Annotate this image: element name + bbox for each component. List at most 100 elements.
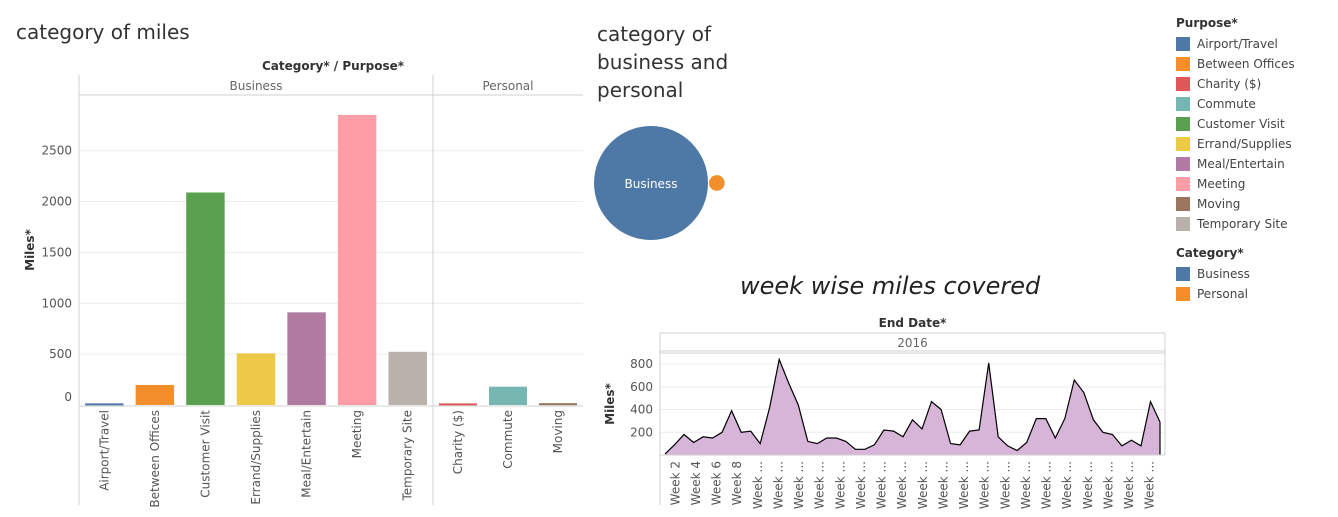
bar: [439, 403, 477, 406]
legend-swatch: [1176, 177, 1190, 191]
bubble-chart: Business: [594, 126, 725, 240]
legend-swatch: [1176, 217, 1190, 231]
legend-swatch: [1176, 97, 1190, 111]
legend-label: Charity ($): [1197, 77, 1262, 91]
x-tick-label: Week ...: [1143, 461, 1157, 509]
bar: [489, 386, 527, 405]
legend-label: Meal/Entertain: [1197, 157, 1285, 171]
y-tick-label: 800: [630, 357, 653, 371]
x-tick-label: Meeting: [350, 410, 364, 458]
bar-chart: Category* / Purpose* 0 500 1000 1500 2000 2500…: [23, 59, 583, 508]
x-tick-label: Week ...: [792, 461, 806, 509]
legend-swatch: [1176, 57, 1190, 71]
x-tick-label: Week ...: [875, 461, 889, 509]
bubble-chart-title: category of business and personal: [597, 22, 729, 102]
legend-swatch: [1176, 77, 1190, 91]
x-tick-label: Week ...: [1122, 461, 1136, 509]
x-tick-label: Week ...: [978, 461, 992, 509]
x-tick-label: Meal/Entertain: [300, 410, 314, 498]
x-tick-label: Week ...: [916, 461, 930, 509]
legend-purpose-item[interactable]: Moving: [1176, 194, 1336, 214]
x-tick-label: Charity ($): [451, 410, 465, 474]
y-tick-label: 500: [49, 347, 72, 361]
legend-swatch: [1176, 197, 1190, 211]
legend-label: Airport/Travel: [1197, 37, 1278, 51]
legend-purpose-item[interactable]: Customer Visit: [1176, 114, 1336, 134]
x-tick-label: Week ...: [895, 461, 909, 509]
pane-header-label: 2016: [897, 336, 928, 350]
legend-label: Commute: [1197, 97, 1256, 111]
legend-label: Meeting: [1197, 177, 1246, 191]
y-tick-label: 2000: [41, 195, 72, 209]
y-tick-label: 400: [630, 403, 653, 417]
y-axis-label: Miles*: [603, 382, 617, 424]
area-chart-header: End Date*: [879, 316, 947, 330]
y-tick-label: 200: [630, 425, 653, 439]
bar-chart-header: Category* / Purpose*: [262, 59, 405, 73]
legend-purpose-item[interactable]: Charity ($): [1176, 74, 1336, 94]
x-tick-label: Week ...: [771, 461, 785, 509]
x-tick-label: Week ...: [1040, 461, 1054, 509]
legend-purpose-item[interactable]: Meeting: [1176, 174, 1336, 194]
bar: [539, 403, 577, 406]
bar: [236, 353, 276, 405]
bar: [135, 384, 175, 405]
legend-label: Business: [1197, 267, 1250, 281]
legend-label: Between Offices: [1197, 57, 1295, 71]
x-tick-label: Moving: [551, 410, 565, 453]
legend-swatch: [1176, 267, 1190, 281]
legend-label: Errand/Supplies: [1197, 137, 1292, 151]
bubble-personal: [709, 175, 725, 191]
x-tick-label: Week ...: [936, 461, 950, 509]
x-tick-label: Week ...: [813, 461, 827, 509]
bar: [186, 192, 225, 405]
line-chart-title: week wise miles covered: [740, 272, 1041, 300]
legend-swatch: [1176, 37, 1190, 51]
area-fill: [665, 359, 1160, 455]
legend-category-title: Category*: [1176, 246, 1244, 260]
legend-swatch: [1176, 117, 1190, 131]
y-tick-label: 1500: [41, 245, 72, 259]
y-tick-label: 2500: [41, 144, 72, 158]
legend-swatch: [1176, 157, 1190, 171]
x-tick-label: Airport/Travel: [97, 410, 111, 491]
x-tick-label: Commute: [501, 410, 515, 469]
legend-purpose-title: Purpose*: [1176, 16, 1238, 30]
x-tick-label: Week 6: [710, 461, 724, 505]
legend-purpose-item[interactable]: Meal/Entertain: [1176, 154, 1336, 174]
x-tick-label: Week 4: [689, 461, 703, 505]
legend-swatch: [1176, 137, 1190, 151]
legend-purpose-item[interactable]: Commute: [1176, 94, 1336, 114]
x-tick-label: Week ...: [1019, 461, 1033, 509]
legend-purpose-item[interactable]: Between Offices: [1176, 54, 1336, 74]
legend-category-item[interactable]: Business: [1176, 264, 1336, 284]
legend-purpose-item[interactable]: Airport/Travel: [1176, 34, 1336, 54]
series-line: [664, 357, 1161, 455]
x-tick-label: Errand/Supplies: [249, 410, 263, 505]
x-tick-label: Week ...: [957, 461, 971, 509]
x-tick-label: Week ...: [1060, 461, 1074, 509]
legend-purpose-item[interactable]: Temporary Site: [1176, 214, 1336, 234]
x-tick-label: Temporary Site: [401, 410, 415, 502]
legend-purpose-item[interactable]: Errand/Supplies: [1176, 134, 1336, 154]
x-tick-label: Week ...: [1081, 461, 1095, 509]
bar: [85, 403, 124, 406]
x-tick-label: Week ...: [833, 461, 847, 509]
x-tick-label: Week ...: [854, 461, 868, 509]
x-tick-label: Week 2: [668, 461, 682, 505]
y-axis-label: Miles*: [23, 228, 37, 270]
legend-label: Personal: [1197, 287, 1249, 301]
bar: [287, 312, 326, 405]
y-tick-label: 1000: [41, 296, 72, 310]
bubble-label: Business: [625, 177, 678, 191]
legend-label: Moving: [1197, 197, 1241, 211]
x-tick-label: Week 8: [730, 461, 744, 505]
x-tick-label: Customer Visit: [198, 410, 212, 498]
legend-category-item[interactable]: Personal: [1176, 284, 1336, 304]
area-chart: End Date* 2016 200 400 600 800 Miles* Week 2 Wee…: [603, 316, 1166, 509]
y-tick-label: 0: [64, 390, 72, 404]
pane-header-label: Personal: [482, 79, 533, 93]
x-tick-label: Week ...: [751, 461, 765, 509]
bar: [388, 351, 427, 405]
